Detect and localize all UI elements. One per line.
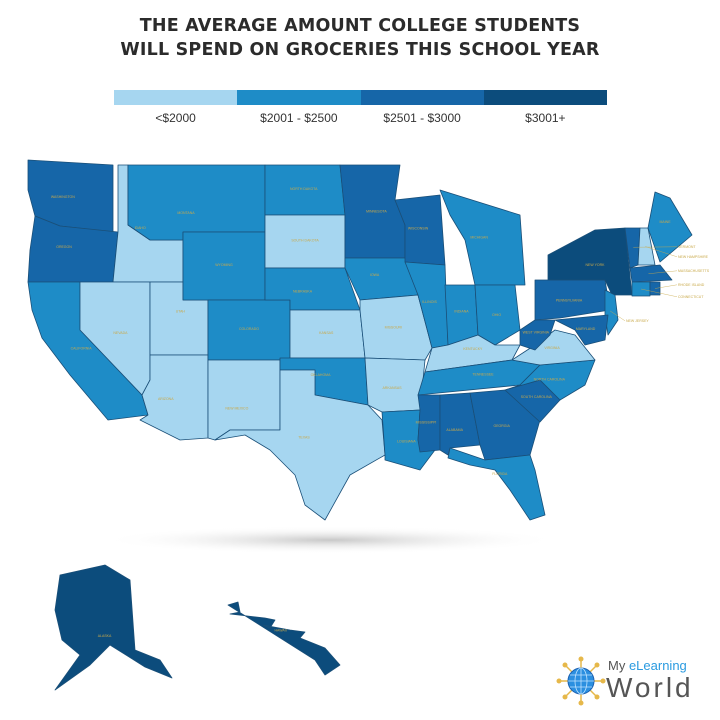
leader-line-new-hampshire bbox=[645, 246, 678, 257]
state-label-iowa: IOWA bbox=[370, 273, 380, 277]
state-label-alabama: ALABAMA bbox=[446, 428, 463, 432]
state-label-montana: MONTANA bbox=[177, 211, 195, 215]
state-label-connecticut: CONNECTICUT bbox=[678, 295, 704, 299]
state-label-washington: WASHINGTON bbox=[51, 195, 75, 199]
leader-line-massachusetts bbox=[648, 270, 678, 274]
state-florida bbox=[447, 447, 546, 521]
state-label-new-hampshire: NEW HAMPSHIRE bbox=[678, 255, 709, 259]
state-ohio bbox=[474, 284, 521, 346]
state-label-florida: FLORIDA bbox=[492, 472, 508, 476]
state-maryland bbox=[554, 314, 609, 346]
logo-my: My bbox=[608, 658, 629, 673]
legend-labels: <$2000 $2001 - $2500 $2501 - $3000 $3001… bbox=[114, 111, 607, 125]
legend-swatch-2501-3000 bbox=[360, 90, 484, 105]
state-label-missouri: MISSOURI bbox=[385, 326, 402, 330]
state-label-new-mexico: NEW MEXICO bbox=[225, 407, 248, 411]
state-label-massachusetts: MASSACHUSETTS bbox=[678, 269, 710, 273]
logo-text-top: My eLearning bbox=[608, 658, 687, 673]
state-label-georgia: GEORGIA bbox=[493, 424, 510, 428]
legend-label: $3001+ bbox=[525, 111, 566, 125]
state-label-nevada: NEVADA bbox=[113, 331, 128, 335]
state-label-illinois: ILLINOIS bbox=[422, 300, 437, 304]
state-label-maryland: MARYLAND bbox=[576, 327, 596, 331]
state-label-north-carolina: NORTH CAROLINA bbox=[534, 378, 566, 382]
state-label-colorado: COLORADO bbox=[239, 327, 259, 331]
state-label-rhode-island: RHODE ISLAND bbox=[678, 283, 705, 287]
state-label-michigan: MICHIGAN bbox=[470, 235, 488, 239]
title-line-1: THE AVERAGE AMOUNT COLLEGE STUDENTS bbox=[139, 16, 581, 36]
state-label-hawaii: HAWAII bbox=[275, 628, 287, 632]
legend-swatch-under-2000 bbox=[114, 90, 238, 105]
state-label-mississippi: MISSISSIPPI bbox=[416, 421, 437, 425]
state-indiana bbox=[444, 284, 479, 346]
state-new-york bbox=[547, 227, 633, 296]
state-label-north-dakota: NORTH DAKOTA bbox=[290, 187, 318, 191]
state-label-vermont: VERMONT bbox=[678, 245, 696, 249]
state-label-louisiana: LOUISIANA bbox=[397, 439, 416, 443]
state-montana bbox=[127, 164, 266, 241]
state-label-alaska: ALASKA bbox=[98, 634, 112, 638]
state-label-south-dakota: SOUTH DAKOTA bbox=[291, 239, 319, 243]
state-label-south-carolina: SOUTH CAROLINA bbox=[521, 395, 553, 399]
state-label-tennessee: TENNESSEE bbox=[472, 372, 494, 376]
state-arkansas bbox=[364, 357, 426, 413]
state-label-nebraska: NEBRASKA bbox=[293, 290, 313, 294]
state-label-indiana: INDIANA bbox=[454, 310, 469, 314]
state-label-idaho: IDAHO bbox=[135, 226, 146, 230]
globe-icon bbox=[556, 656, 606, 706]
leader-line-new-jersey bbox=[610, 310, 626, 321]
leader-line-rhode-island bbox=[654, 284, 678, 289]
state-label-wyoming: WYOMING bbox=[215, 263, 233, 267]
state-label-texas: TEXAS bbox=[298, 435, 310, 439]
state-new-hampshire bbox=[637, 227, 656, 266]
state-texas bbox=[214, 369, 386, 521]
state-hawaii bbox=[227, 601, 341, 676]
state-label-kansas: KANSAS bbox=[319, 331, 334, 335]
state-label-new-york: NEW YORK bbox=[586, 263, 606, 267]
state-label-arkansas: ARKANSAS bbox=[382, 386, 402, 390]
legend-swatch-3001-plus bbox=[483, 90, 607, 105]
state-label-kentucky: KENTUCKY bbox=[463, 347, 483, 351]
state-new-jersey bbox=[604, 289, 619, 336]
state-label-wisconsin: WISCONSIN bbox=[408, 226, 429, 230]
state-arizona bbox=[139, 354, 209, 441]
state-label-minnesota: MINNESOTA bbox=[366, 209, 387, 213]
state-label-west-virginia: WEST VIRGINIA bbox=[523, 330, 550, 334]
state-label-utah: UTAH bbox=[176, 309, 186, 313]
logo-my-elearning-world: My eLearning World bbox=[556, 650, 716, 710]
logo-elearning: eLearning bbox=[628, 658, 687, 673]
state-label-maine: MAINE bbox=[659, 220, 671, 224]
legend-label: $2501 - $3000 bbox=[383, 111, 461, 125]
legend-bar bbox=[114, 90, 607, 105]
state-label-pennsylvania: PENNSYLVANIA bbox=[556, 299, 583, 303]
map-title: THE AVERAGE AMOUNT COLLEGE STUDENTS WILL… bbox=[0, 14, 720, 62]
legend-swatch-2001-2500 bbox=[237, 90, 361, 105]
state-new-mexico bbox=[207, 359, 281, 441]
state-alaska bbox=[54, 564, 173, 691]
state-label-ohio: OHIO bbox=[492, 313, 501, 317]
state-label-arizona: ARIZONA bbox=[158, 397, 174, 401]
leader-line-connecticut bbox=[640, 288, 678, 297]
state-label-oklahoma: OKLAHOMA bbox=[311, 373, 332, 377]
logo-world: World bbox=[606, 672, 694, 703]
state-label-new-jersey: NEW JERSEY bbox=[626, 319, 649, 323]
state-label-california: CALIFORNIA bbox=[71, 347, 93, 351]
legend-label: <$2000 bbox=[155, 111, 196, 125]
legend-label: $2001 - $2500 bbox=[260, 111, 338, 125]
map-shadow bbox=[100, 526, 560, 554]
state-label-virginia: VIRGINIA bbox=[544, 346, 560, 350]
state-label-oregon: OREGON bbox=[56, 245, 72, 249]
state-maine bbox=[647, 191, 693, 263]
title-line-2: WILL SPEND ON GROCERIES THIS SCHOOL YEAR bbox=[120, 40, 600, 60]
